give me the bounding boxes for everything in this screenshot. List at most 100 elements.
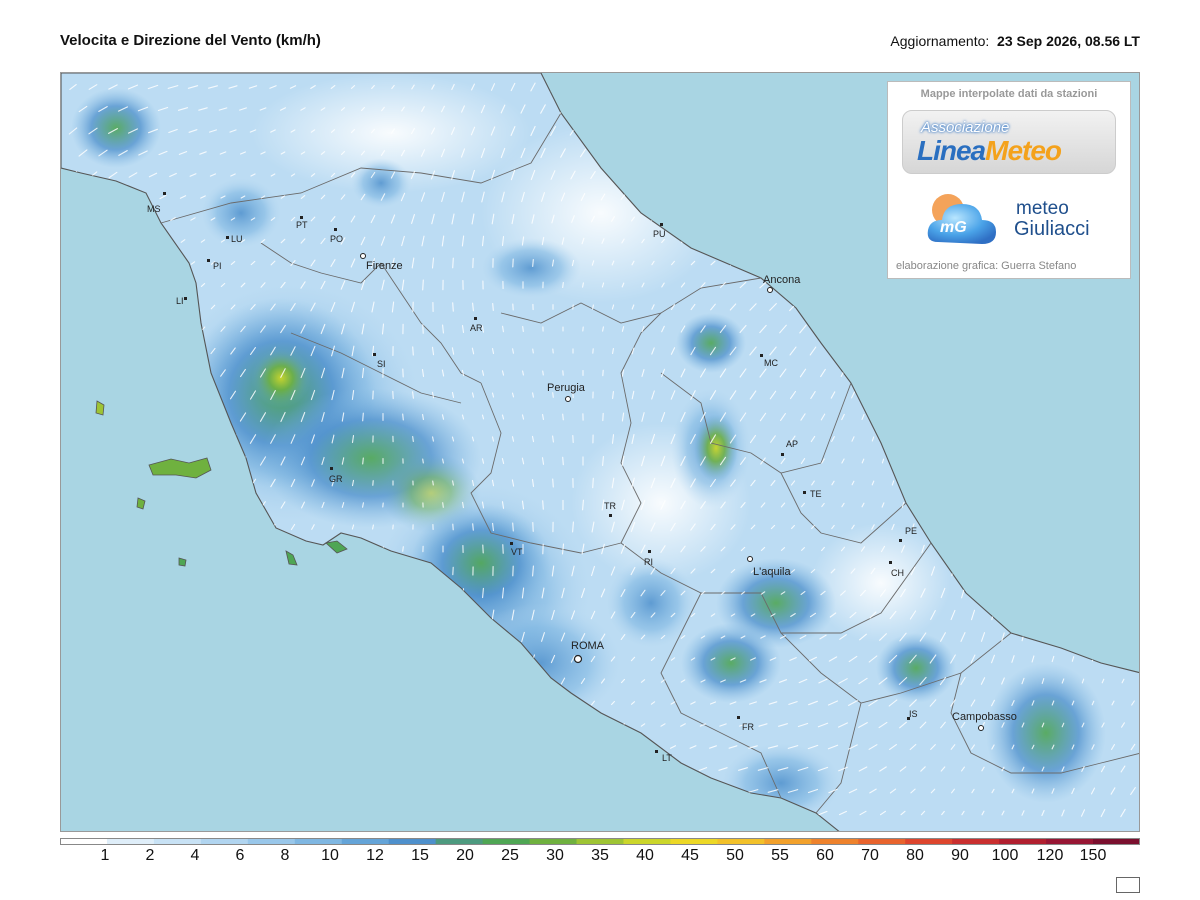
wind-arrow (331, 524, 335, 530)
wind-arrow (720, 679, 726, 683)
wind-arrow (591, 700, 595, 706)
wind-arrow (1041, 809, 1045, 817)
wind-arrow (828, 656, 838, 662)
wind-arrow (422, 413, 424, 421)
wind-arrow (709, 701, 717, 705)
wind-arrow (641, 369, 645, 377)
wind-arrow (401, 106, 405, 112)
svg-text:Firenze: Firenze (366, 260, 403, 272)
city-po: PO (330, 228, 343, 244)
wind-arrow (600, 678, 606, 684)
svg-text:CH: CH (891, 568, 904, 578)
svg-text:ROMA: ROMA (571, 640, 605, 652)
wind-arrow (220, 282, 226, 288)
wind-arrow (590, 171, 596, 179)
wind-arrow (510, 82, 516, 92)
wind-arrow (770, 569, 776, 573)
wind-arrow (749, 390, 757, 400)
wind-arrow (719, 325, 727, 333)
wind-arrow (550, 126, 556, 136)
wind-arrow (610, 656, 616, 662)
wind-arrow (491, 609, 495, 621)
wind-arrow (800, 413, 806, 421)
wind-arrow (351, 434, 355, 444)
wind-arrow (760, 502, 766, 508)
wind-arrow (350, 258, 356, 268)
wind-arrow (861, 502, 865, 508)
wind-arrow (187, 85, 199, 89)
wind-arrow (471, 392, 475, 398)
wind-arrow (350, 215, 356, 223)
wind-arrow (290, 173, 296, 177)
wind-arrow (900, 810, 906, 816)
wind-arrow (571, 215, 575, 223)
wind-arrow (690, 434, 696, 444)
wind-arrow (450, 127, 456, 135)
wind-arrow (501, 457, 505, 465)
color-scale-labels: 1 2 4 6 8 10 12 15 20 25 30 35 40 45 50 55 60 70 80 90 100 12… (60, 847, 1140, 867)
wind-arrow (940, 632, 946, 642)
wind-arrow (720, 635, 726, 639)
wind-arrow (1041, 722, 1045, 728)
wind-arrow (850, 568, 856, 574)
wind-arrow (909, 699, 917, 707)
lineameteo-name: LineaMeteo (917, 135, 1062, 166)
wind-arrow (879, 766, 887, 772)
update-label: Aggiornamento: (890, 33, 990, 49)
wind-arrow (220, 369, 226, 377)
wind-arrow (740, 635, 746, 639)
wind-arrow (321, 456, 325, 466)
city-ms: MS (147, 192, 166, 214)
wind-arrow (1121, 722, 1125, 728)
wind-arrow (760, 635, 766, 639)
wind-arrow (411, 84, 415, 90)
wind-arrow (1011, 655, 1015, 663)
wind-arrow (680, 679, 686, 683)
wind-arrow (610, 611, 616, 619)
wind-arrow (168, 128, 178, 134)
wind-arrow (680, 500, 686, 510)
wind-arrow (240, 195, 246, 199)
wind-arrow (860, 589, 866, 597)
scale-label: 45 (681, 847, 699, 864)
wind-arrow (290, 434, 296, 444)
wind-arrow (821, 546, 825, 552)
wind-arrow (108, 84, 118, 90)
wind-arrow (749, 434, 757, 444)
wind-arrow (859, 633, 867, 641)
wind-arrow (759, 281, 767, 289)
wind-arrow (1111, 744, 1115, 750)
wind-arrow (220, 239, 226, 243)
svg-text:PT: PT (296, 220, 308, 230)
city-mc: MC (760, 354, 778, 368)
scale-swatch (952, 838, 1000, 845)
wind-arrow (749, 346, 757, 356)
wind-arrow (350, 172, 356, 178)
wind-arrow (640, 634, 646, 640)
wind-arrow (830, 568, 836, 574)
wind-arrow (128, 172, 138, 178)
city-ap: AP (781, 439, 798, 456)
wind-arrow (690, 701, 696, 705)
wind-arrow (1051, 788, 1055, 794)
wind-arrow (858, 722, 868, 728)
wind-arrow (422, 279, 424, 291)
wind-arrow (601, 499, 605, 511)
city-ancona: Ancona (763, 274, 801, 293)
wind-arrow (510, 169, 516, 181)
wind-arrow (640, 499, 646, 511)
wind-arrow (780, 502, 786, 508)
wind-arrow (779, 368, 787, 378)
wind-arrow (410, 170, 416, 180)
wind-arrow (240, 282, 246, 288)
wind-arrow (700, 325, 706, 333)
color-scale-bar (60, 838, 1140, 845)
wind-arrow (310, 389, 316, 401)
wind-arrow (848, 655, 858, 663)
wind-arrow (248, 85, 258, 89)
wind-arrow (930, 610, 936, 620)
meteogiuliacci-line1: meteo (1016, 198, 1069, 219)
wind-arrow (432, 480, 434, 486)
wind-arrow (699, 723, 707, 727)
wind-arrow (542, 370, 544, 376)
